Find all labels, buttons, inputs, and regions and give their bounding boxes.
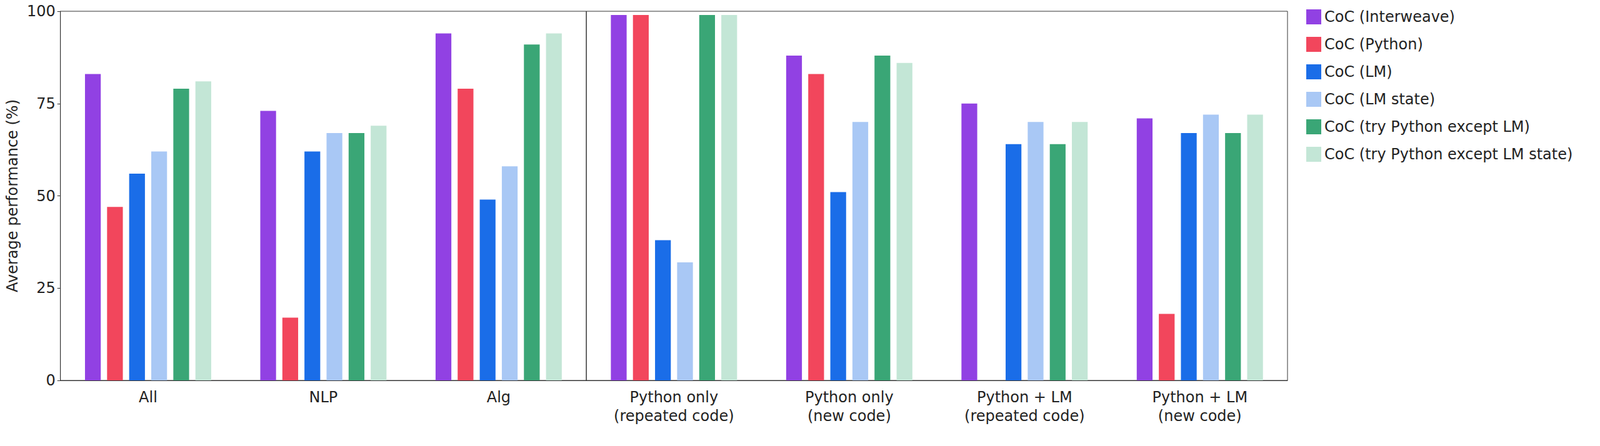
svg-text:Alg: Alg (486, 388, 511, 407)
svg-text:CoC (LM): CoC (LM) (1324, 63, 1393, 81)
svg-text:25: 25 (36, 279, 56, 297)
svg-text:(repeated code): (repeated code) (964, 407, 1085, 425)
svg-text:CoC (LM state): CoC (LM state) (1324, 90, 1435, 109)
svg-text:Python only: Python only (630, 388, 719, 407)
svg-text:CoC (try Python except LM): CoC (try Python except LM) (1324, 118, 1530, 136)
svg-text:75: 75 (36, 95, 56, 113)
svg-text:CoC (Python): CoC (Python) (1324, 35, 1424, 54)
svg-text:CoC (try Python except LM stat: CoC (try Python except LM state) (1324, 145, 1573, 164)
svg-text:Average performance (%): Average performance (%) (3, 99, 22, 293)
svg-text:Python + LM: Python + LM (1151, 388, 1248, 407)
svg-text:50: 50 (36, 187, 56, 205)
svg-text:(repeated code): (repeated code) (613, 407, 734, 425)
svg-text:Python only: Python only (805, 388, 894, 407)
svg-text:(new code): (new code) (807, 407, 892, 425)
svg-text:NLP: NLP (309, 388, 339, 407)
svg-text:Python + LM: Python + LM (976, 388, 1073, 407)
svg-text:0: 0 (45, 371, 55, 390)
svg-text:(new code): (new code) (1158, 407, 1242, 425)
svg-text:All: All (138, 388, 158, 407)
svg-text:100: 100 (26, 2, 56, 20)
svg-text:CoC (Interweave): CoC (Interweave) (1324, 8, 1455, 26)
